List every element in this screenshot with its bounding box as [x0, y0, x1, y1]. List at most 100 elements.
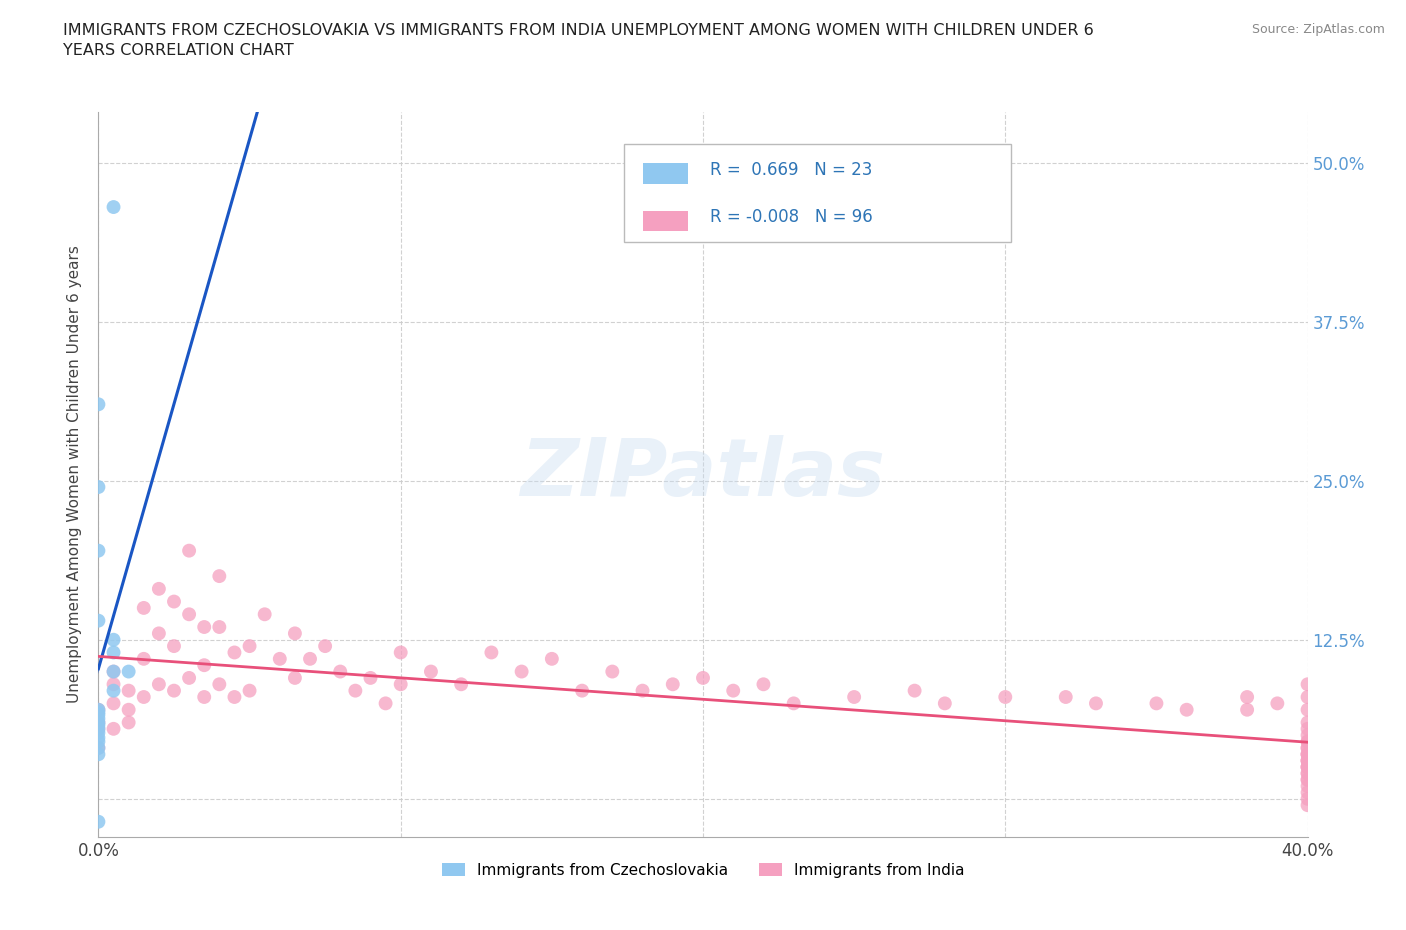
Bar [643, 210, 689, 232]
Point [1296, 715, 1319, 730]
Point [602, 664, 624, 679]
Point [284, 626, 307, 641]
Point [103, 200, 125, 215]
Point [314, 639, 336, 654]
Point [103, 684, 125, 698]
Point [103, 664, 125, 679]
Point [87, 734, 110, 749]
Point [253, 607, 276, 622]
Point [631, 684, 654, 698]
Point [1144, 696, 1167, 711]
Text: Source: ZipAtlas.com: Source: ZipAtlas.com [1251, 23, 1385, 36]
Point [420, 664, 443, 679]
Point [1296, 734, 1319, 749]
Point [87, 718, 110, 733]
Point [389, 677, 412, 692]
Point [208, 568, 231, 583]
Point [179, 671, 201, 685]
Point [224, 689, 246, 704]
Point [1296, 766, 1319, 781]
Point [87, 725, 110, 740]
Point [844, 689, 866, 704]
Point [1054, 689, 1077, 704]
Point [1296, 734, 1319, 749]
Point [208, 619, 231, 634]
Point [87, 397, 110, 412]
Point [87, 740, 110, 755]
Point [1085, 696, 1108, 711]
Point [783, 696, 806, 711]
Point [1296, 722, 1319, 737]
Point [87, 705, 110, 720]
Point [510, 664, 533, 679]
Point [1267, 696, 1289, 711]
Point [87, 543, 110, 558]
Point [118, 664, 141, 679]
Point [239, 639, 262, 654]
Point [269, 651, 291, 666]
Point [1296, 778, 1319, 793]
Point [1296, 760, 1319, 775]
Point [1296, 740, 1319, 755]
Text: ZIPatlas: ZIPatlas [520, 435, 886, 513]
Point [1296, 760, 1319, 775]
Point [481, 645, 503, 660]
Point [571, 684, 593, 698]
Point [87, 711, 110, 726]
Y-axis label: Unemployment Among Women with Children Under 6 years: Unemployment Among Women with Children U… [67, 246, 83, 703]
Point [163, 594, 186, 609]
Point [1296, 772, 1319, 787]
Point [103, 696, 125, 711]
Point [87, 722, 110, 737]
Point [148, 626, 170, 641]
Point [103, 632, 125, 647]
Point [1175, 702, 1198, 717]
Point [1296, 753, 1319, 768]
Point [132, 651, 155, 666]
Point [103, 722, 125, 737]
Point [1296, 747, 1319, 762]
Point [87, 740, 110, 755]
Text: R = -0.008   N = 96: R = -0.008 N = 96 [710, 207, 873, 226]
Point [1296, 785, 1319, 800]
Point [87, 708, 110, 723]
Point [239, 684, 262, 698]
Point [299, 651, 322, 666]
Point [87, 730, 110, 745]
Point [132, 689, 155, 704]
Point [148, 581, 170, 596]
Point [1296, 689, 1319, 704]
FancyBboxPatch shape [624, 144, 1011, 242]
Point [1296, 753, 1319, 768]
Point [1296, 772, 1319, 787]
Point [87, 715, 110, 730]
Point [163, 684, 186, 698]
Point [374, 696, 396, 711]
Point [87, 702, 110, 717]
Point [1236, 689, 1258, 704]
Point [163, 639, 186, 654]
Point [179, 543, 201, 558]
Point [193, 619, 215, 634]
Point [389, 645, 412, 660]
Point [87, 815, 110, 830]
Point [87, 480, 110, 495]
Point [87, 715, 110, 730]
Point [1296, 728, 1319, 743]
Point [661, 677, 683, 692]
Point [723, 684, 745, 698]
Point [284, 671, 307, 685]
Point [344, 684, 367, 698]
Legend: Immigrants from Czechoslovakia, Immigrants from India: Immigrants from Czechoslovakia, Immigran… [436, 857, 970, 884]
Text: R =  0.669   N = 23: R = 0.669 N = 23 [710, 161, 873, 179]
Point [1296, 747, 1319, 762]
Point [224, 645, 246, 660]
Text: IMMIGRANTS FROM CZECHOSLOVAKIA VS IMMIGRANTS FROM INDIA UNEMPLOYMENT AMONG WOMEN: IMMIGRANTS FROM CZECHOSLOVAKIA VS IMMIGR… [63, 23, 1094, 58]
Point [118, 702, 141, 717]
Point [329, 664, 352, 679]
Point [103, 645, 125, 660]
Point [450, 677, 472, 692]
Point [1296, 760, 1319, 775]
Point [934, 696, 956, 711]
Point [1296, 747, 1319, 762]
